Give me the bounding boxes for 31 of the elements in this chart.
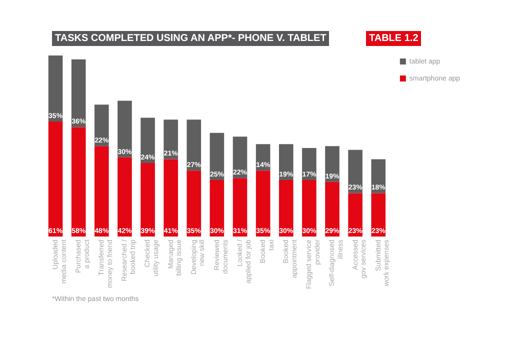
bar (186, 120, 202, 171)
bar (94, 104, 109, 146)
bar (278, 144, 294, 180)
bar (164, 159, 178, 237)
chart-subtitle: TABLE 1.2 (366, 31, 422, 46)
bar (348, 193, 362, 237)
bar (210, 180, 224, 237)
bar (232, 178, 248, 237)
bar (325, 182, 340, 237)
bar (278, 180, 294, 237)
bar (325, 146, 340, 182)
bar (256, 170, 270, 237)
bar (348, 150, 362, 194)
bar (48, 56, 63, 122)
bar (232, 136, 248, 178)
bar (186, 170, 202, 237)
bar (210, 132, 224, 180)
bar (71, 59, 86, 128)
bar (48, 122, 63, 237)
bar (140, 163, 155, 237)
bar (94, 146, 109, 237)
chart-title: TASKS COMPLETED USING AN APP*- PHONE V. TABLET (52, 31, 330, 46)
bar (164, 120, 178, 160)
bar (371, 193, 386, 237)
bar (118, 157, 132, 237)
bar (118, 100, 132, 158)
bar (371, 159, 386, 194)
bar (140, 118, 155, 164)
bar (302, 180, 316, 237)
bar (71, 127, 86, 237)
bar (302, 148, 316, 180)
